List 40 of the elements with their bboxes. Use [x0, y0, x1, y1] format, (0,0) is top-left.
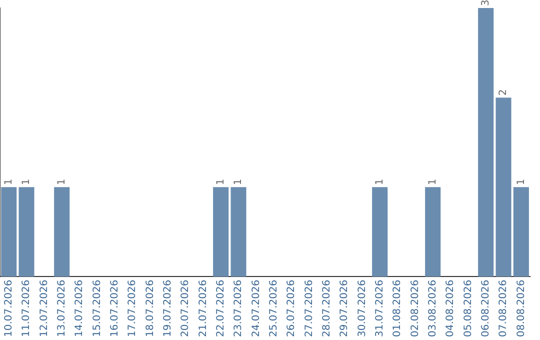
x-tick-label: 27.07.2026 — [304, 280, 315, 338]
x-tick-label: 22.07.2026 — [215, 280, 226, 338]
x-tick-label: 21.07.2026 — [198, 280, 209, 338]
x-tick-label: 08.08.2026 — [516, 280, 527, 338]
x-tick-label: 11.07.2026 — [21, 280, 32, 338]
x-tick-label: 29.07.2026 — [339, 280, 350, 338]
x-tick-label: 16.07.2026 — [109, 280, 120, 338]
x-tick-label: 03.08.2026 — [427, 280, 438, 338]
x-tick-label: 14.07.2026 — [74, 280, 86, 338]
data-label: 1 — [516, 178, 527, 186]
x-tick-label: 06.08.2026 — [480, 280, 492, 338]
data-label: 1 — [56, 178, 68, 186]
x-tick-label: 15.07.2026 — [92, 280, 103, 338]
x-tick-label: 24.07.2026 — [250, 280, 262, 338]
x-tick-label: 26.07.2026 — [286, 280, 298, 338]
x-tick-label: 02.08.2026 — [410, 280, 421, 338]
data-label: 1 — [21, 178, 32, 186]
x-tick-label: 04.08.2026 — [445, 280, 456, 338]
data-label: 1 — [3, 178, 14, 186]
data-label: 1 — [427, 178, 438, 186]
x-tick-label: 05.08.2026 — [462, 280, 474, 338]
x-tick-label: 19.07.2026 — [162, 280, 174, 338]
x-tick-label: 10.07.2026 — [3, 280, 14, 338]
x-tick-label: 01.08.2026 — [392, 280, 404, 338]
x-tick-label: 12.07.2026 — [38, 280, 50, 338]
data-label: 1 — [374, 178, 386, 186]
x-tick-label: 17.07.2026 — [127, 280, 138, 338]
x-tick-label: 25.07.2026 — [268, 280, 280, 338]
x-tick-label: 18.07.2026 — [144, 280, 156, 338]
data-label: 3 — [480, 0, 492, 6]
data-label: 1 — [233, 178, 244, 186]
data-label: 2 — [498, 89, 510, 96]
x-tick-label: 13.07.2026 — [56, 280, 68, 338]
x-tick-label: 20.07.2026 — [180, 280, 192, 338]
x-tick-label: 30.07.2026 — [356, 280, 368, 338]
data-label: 1 — [215, 178, 226, 186]
x-tick-label: 28.07.2026 — [321, 280, 332, 338]
x-tick-label: 31.07.2026 — [374, 280, 386, 338]
x-tick-label: 23.07.2026 — [233, 280, 244, 338]
x-tick-label: 07.08.2026 — [498, 280, 510, 338]
